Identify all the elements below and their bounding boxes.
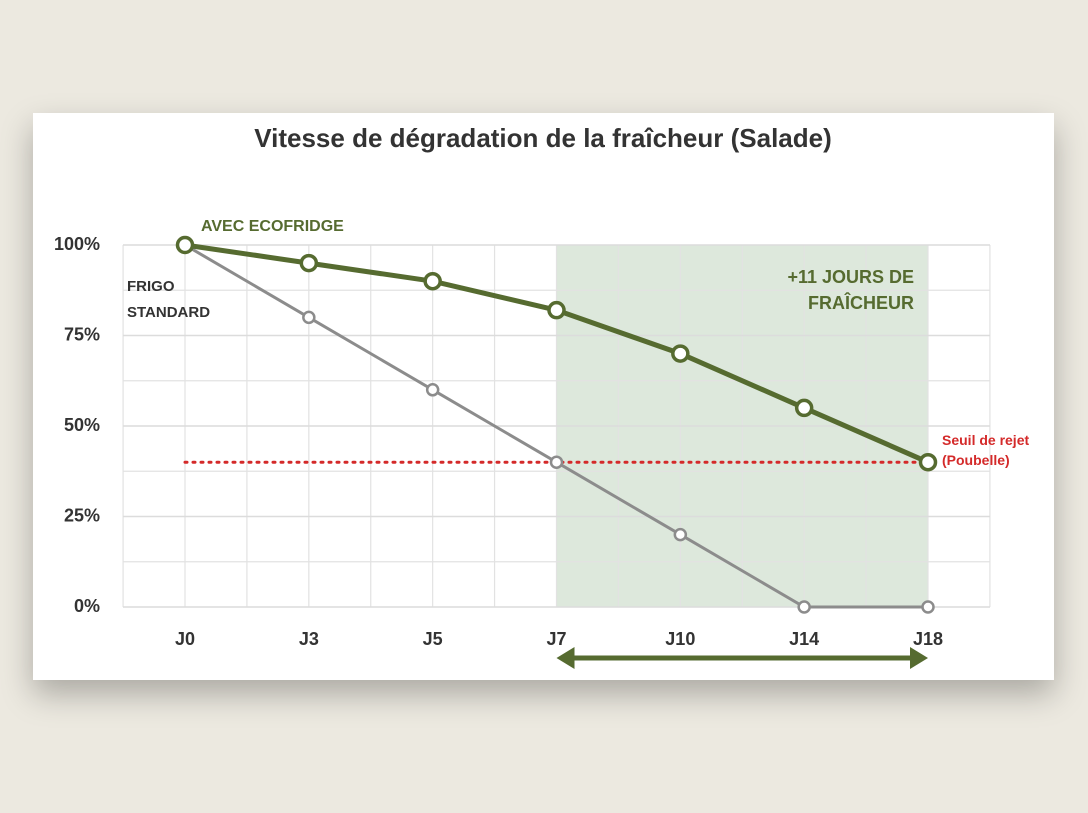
threshold-label: Seuil de rejet (Poubelle) <box>942 432 1030 469</box>
data-point <box>423 271 442 291</box>
data-point <box>921 600 935 614</box>
x-tick-label: J10 <box>665 629 695 649</box>
data-point <box>918 452 938 472</box>
series-label: AVEC ECOFRIDGE <box>201 218 344 235</box>
y-tick-label: 0% <box>74 596 100 616</box>
data-point <box>673 527 688 542</box>
x-tick-label: J14 <box>789 629 819 649</box>
chart-title: Vitesse de dégradation de la fraîcheur (… <box>254 123 832 153</box>
series-label: FRIGO STANDARD <box>127 278 211 321</box>
x-tick-label: J18 <box>913 629 943 649</box>
x-tick-label: J3 <box>299 629 319 649</box>
data-point <box>425 383 440 397</box>
arrow-head <box>910 647 928 669</box>
data-point <box>794 398 814 418</box>
data-point <box>797 600 811 614</box>
data-point <box>671 344 690 363</box>
data-point <box>302 310 316 325</box>
arrow-head <box>556 647 575 669</box>
data-point <box>547 300 566 320</box>
highlight-label: +11 JOURS DE FRAÎCHEUR <box>787 267 914 313</box>
data-point <box>549 455 564 469</box>
x-tick-label: J7 <box>546 629 566 649</box>
y-tick-label: 25% <box>64 505 100 525</box>
y-tick-label: 50% <box>64 415 100 435</box>
data-point <box>299 253 319 273</box>
y-tick-label: 100% <box>54 234 100 254</box>
y-tick-label: 75% <box>64 324 100 344</box>
data-point <box>175 235 195 255</box>
x-tick-label: J0 <box>175 629 195 649</box>
x-tick-label: J5 <box>423 629 443 649</box>
